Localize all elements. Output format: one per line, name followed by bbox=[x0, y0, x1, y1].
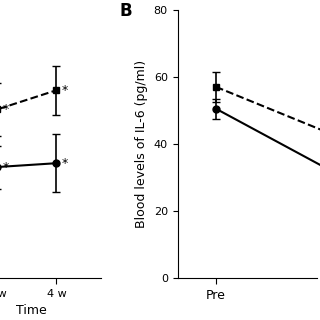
Text: B: B bbox=[119, 2, 132, 20]
Text: *: * bbox=[3, 103, 9, 116]
Text: *: * bbox=[3, 161, 9, 173]
Text: *: * bbox=[62, 84, 68, 97]
X-axis label: Time: Time bbox=[16, 304, 47, 317]
Text: *: * bbox=[62, 157, 68, 170]
Y-axis label: Blood levels of IL-6 (pg/ml): Blood levels of IL-6 (pg/ml) bbox=[135, 60, 148, 228]
